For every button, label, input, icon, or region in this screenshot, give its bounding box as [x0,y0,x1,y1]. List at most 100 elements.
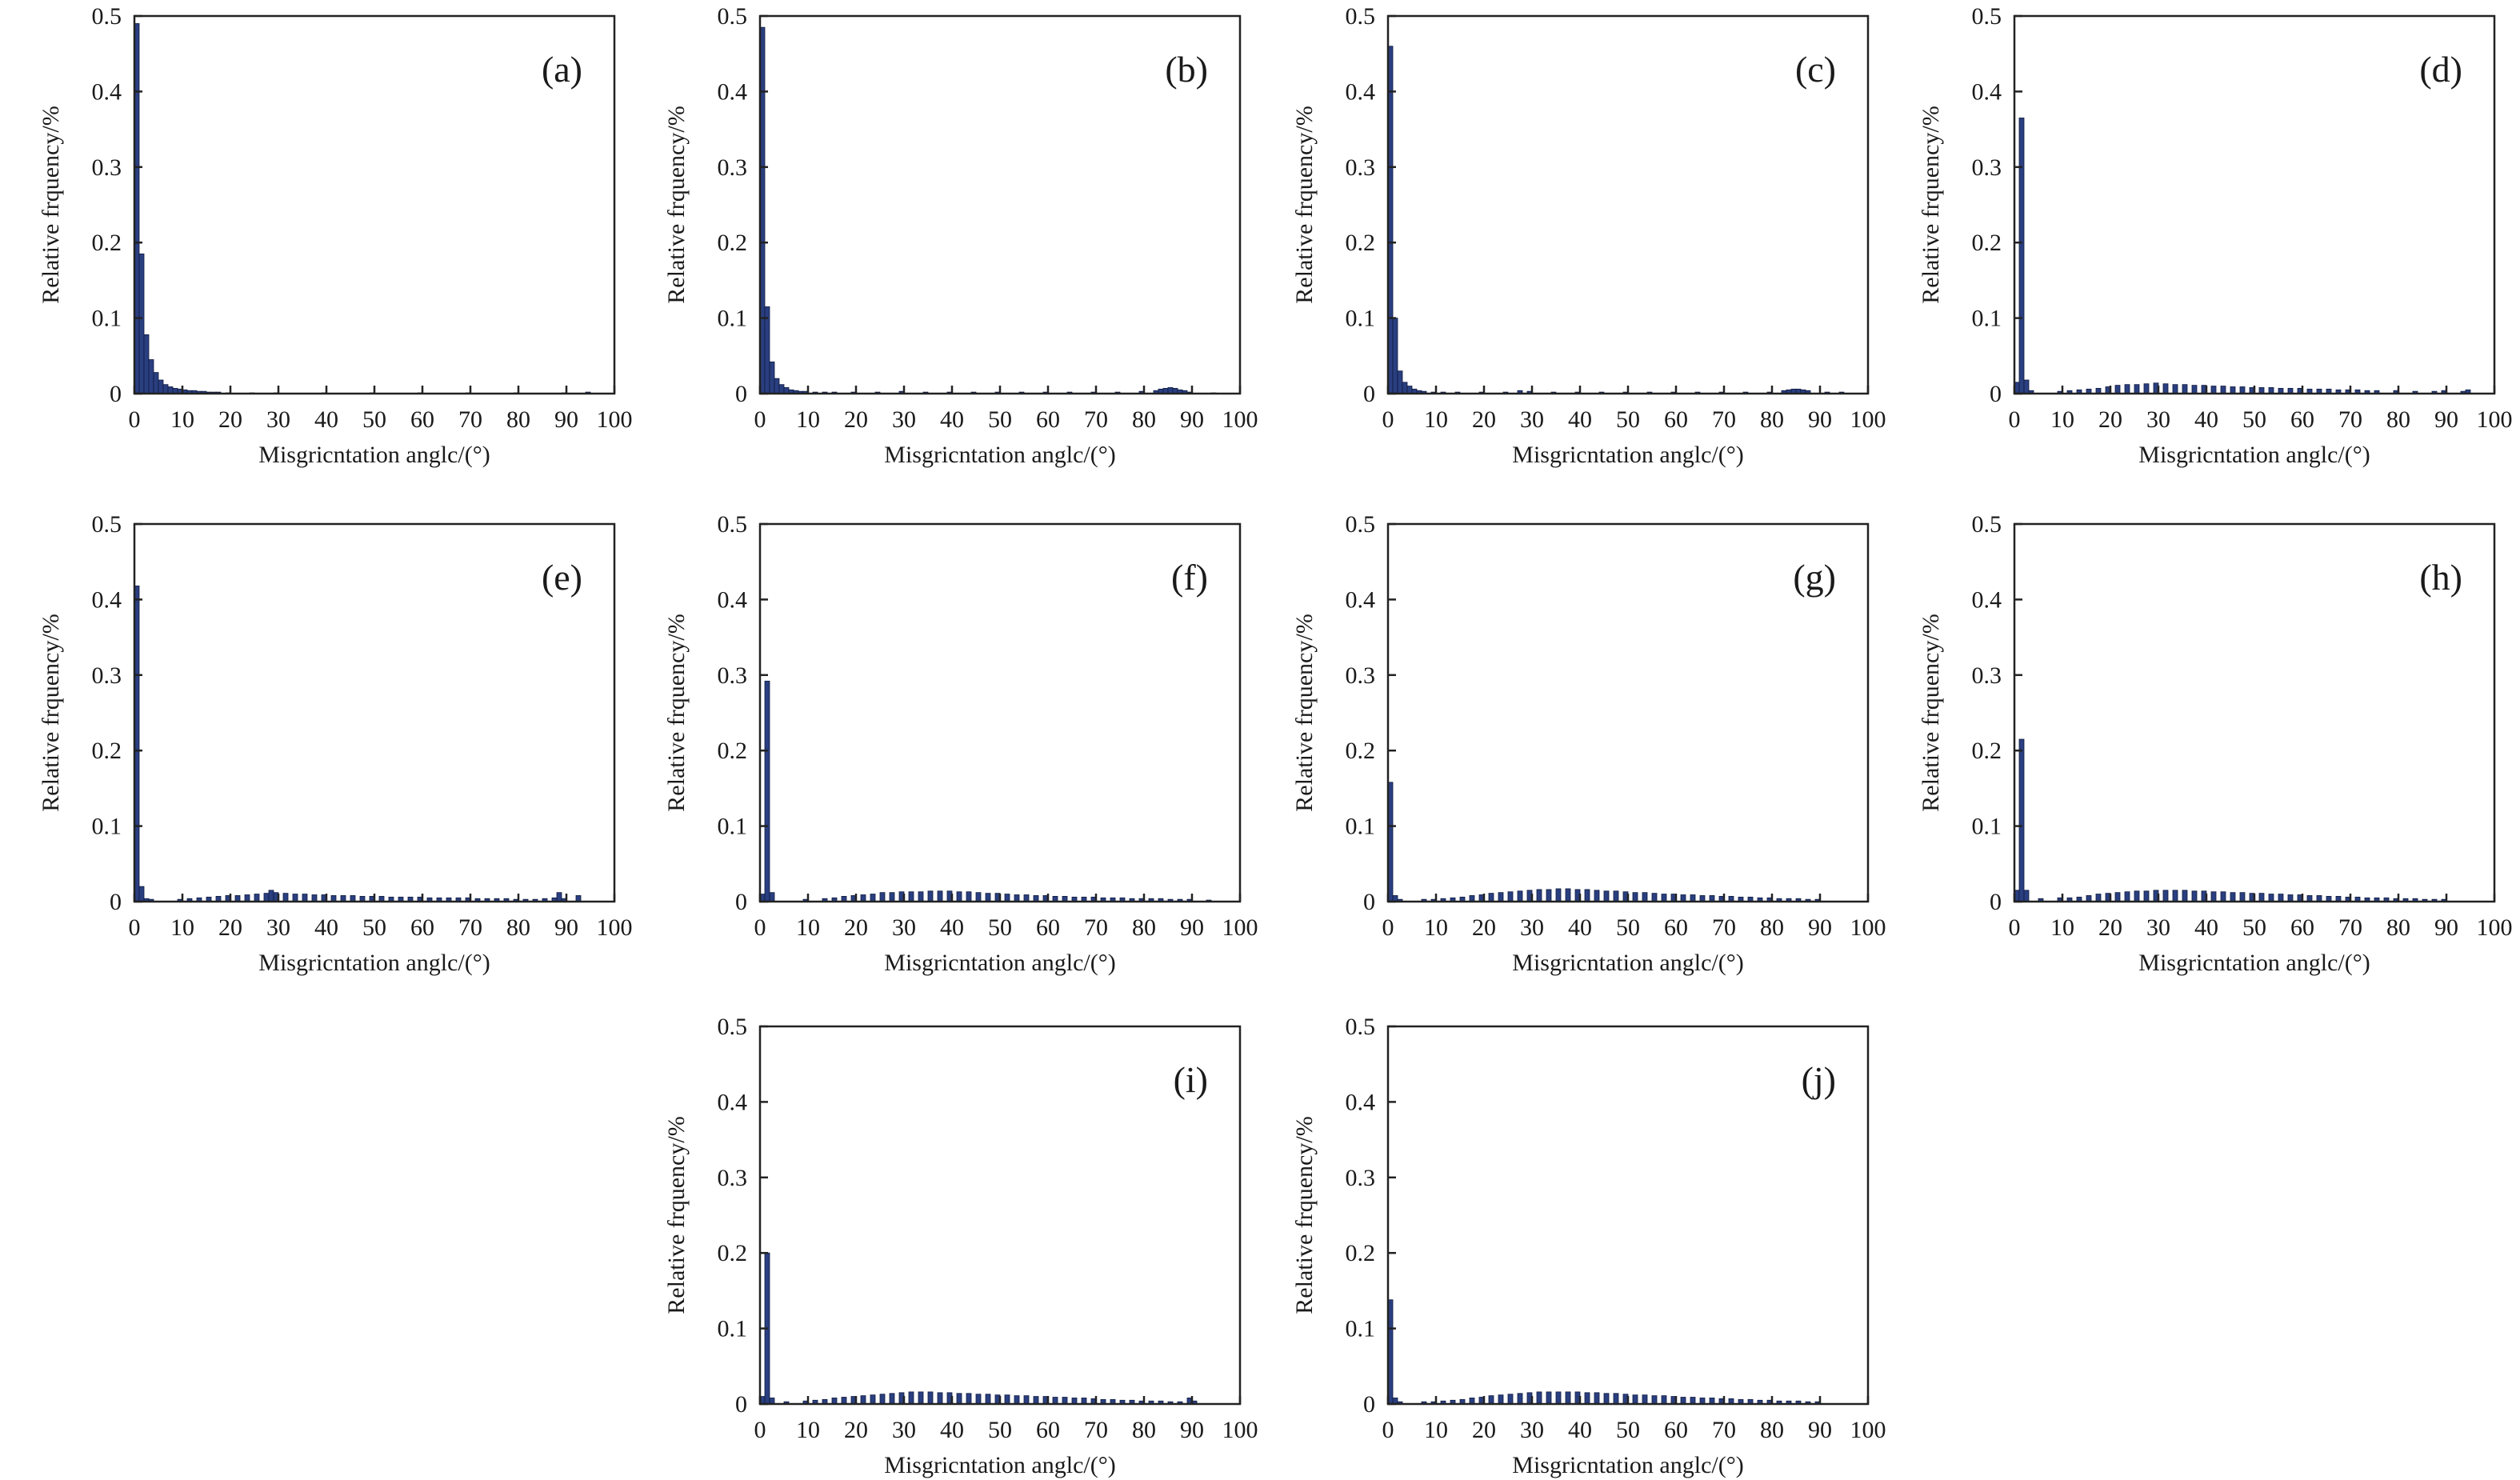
x-tick-label: 80 [1760,914,1784,941]
plot-frame [758,1025,1242,1406]
y-tick-label: 0.3 [1972,662,2002,689]
x-tick-label: 20 [218,914,242,941]
panel-label: (d) [2419,49,2462,90]
histogram-bar [268,890,274,902]
x-tick-label: 40 [940,914,964,941]
histogram-bar [2220,386,2226,394]
histogram-bar [1690,894,1696,902]
x-tick-label: 20 [844,406,868,433]
histogram-bar [167,386,174,394]
histogram-bar [937,890,943,902]
histogram-bar [2239,386,2246,394]
x-tick-label: 20 [2098,914,2122,941]
histogram-bar [2172,384,2178,394]
x-tick-label: 50 [2242,914,2266,941]
x-tick-label: 30 [892,406,916,433]
histogram-bar [908,891,914,902]
y-tick-label: 0.3 [92,662,122,689]
x-tick-label: 0 [754,914,766,941]
histogram-bar [1536,889,1542,902]
x-tick-label: 10 [796,914,820,941]
y-tick-label: 0.5 [718,3,748,30]
histogram-bar [1517,1393,1523,1405]
histogram-bar [1062,1397,1068,1405]
y-tick-label: 0.4 [718,1089,748,1115]
y-tick-label: 0.1 [718,306,748,332]
histogram-bar [2114,385,2121,394]
histogram-bar [311,894,318,902]
x-axis-title: Misgricntation anglc/(°) [2138,950,2370,976]
histogram-bar [1517,890,1523,902]
x-tick-label: 60 [1036,1417,1060,1443]
y-axis-title: Relative frquency/% [1291,1116,1318,1314]
histogram-bar [2134,384,2140,394]
y-tick-label: 0.5 [718,511,748,538]
histogram-bar [2134,890,2140,902]
x-axis-title: Misgricntation anglc/(°) [2138,442,2370,468]
panel-label: (e) [542,557,582,598]
x-axis-title: Misgricntation anglc/(°) [1512,1452,1743,1478]
y-tick-label: 0.3 [718,662,748,689]
y-axis-title: Relative frquency/% [663,106,690,303]
x-tick-label: 90 [1180,1417,1204,1443]
y-axis-title: Relative frquency/% [1291,614,1318,811]
y-tick-label: 0 [110,889,122,915]
histogram-bar [1004,1394,1010,1405]
histogram-bar [918,1391,924,1405]
histogram-bar [2018,118,2025,394]
x-tick-label: 70 [1084,406,1108,433]
histogram-bar [1498,892,1504,902]
x-tick-label: 60 [2290,406,2314,433]
histogram-bar [2191,385,2198,394]
histogram-bar [2162,890,2169,902]
histogram-bar [138,886,145,902]
y-tick-label: 0.4 [1346,78,1376,105]
x-tick-label: 10 [2050,406,2074,433]
x-tick-label: 90 [1808,1417,1832,1443]
x-tick-label: 30 [1520,406,1544,433]
x-tick-label: 60 [1664,914,1688,941]
x-tick-label: 20 [844,914,868,941]
y-tick-label: 0.5 [1972,3,2002,30]
y-tick-label: 0.4 [1972,78,2002,105]
histogram-bar [1555,1391,1562,1405]
x-tick-label: 100 [1222,1417,1258,1443]
x-tick-label: 80 [506,914,530,941]
panel-label: (f) [1171,557,1208,598]
y-tick-label: 0 [1363,889,1375,915]
x-tick-label: 70 [458,914,482,941]
histogram-bar [1536,1391,1542,1405]
histogram-bar [985,893,991,902]
x-tick-label: 20 [2098,406,2122,433]
y-tick-label: 0.3 [1346,154,1376,181]
histogram-bar [292,894,298,902]
y-tick-label: 0.2 [718,230,748,256]
y-tick-label: 0.2 [92,738,122,764]
histogram-bar [1402,382,1408,394]
histogram-bar [1642,1394,1648,1405]
x-axis-title: Misgricntation anglc/(°) [258,442,490,468]
x-tick-label: 100 [1850,1417,1886,1443]
x-tick-label: 20 [1472,1417,1496,1443]
histogram-bar [2230,892,2236,902]
x-axis-title: Misgricntation anglc/(°) [884,442,1115,468]
x-tick-label: 0 [1382,1417,1394,1443]
histogram-bar [1613,890,1619,902]
x-tick-label: 50 [362,406,386,433]
x-tick-label: 90 [1180,406,1204,433]
y-tick-label: 0 [1990,381,2002,407]
histogram-bar [2258,893,2265,902]
histogram-bar [138,253,145,394]
x-tick-label: 30 [2146,406,2170,433]
histogram-bar [282,893,289,902]
x-tick-label: 80 [2386,406,2410,433]
x-tick-label: 70 [1084,914,1108,941]
histogram-bar [158,379,164,394]
x-tick-label: 70 [1712,914,1736,941]
histogram-bar [966,1393,972,1405]
plot-frame [1386,1025,1870,1406]
y-tick-label: 0.3 [1972,154,2002,181]
x-tick-label: 80 [1760,406,1784,433]
histogram-bar [2172,890,2178,902]
histogram-bar [1680,1397,1686,1405]
